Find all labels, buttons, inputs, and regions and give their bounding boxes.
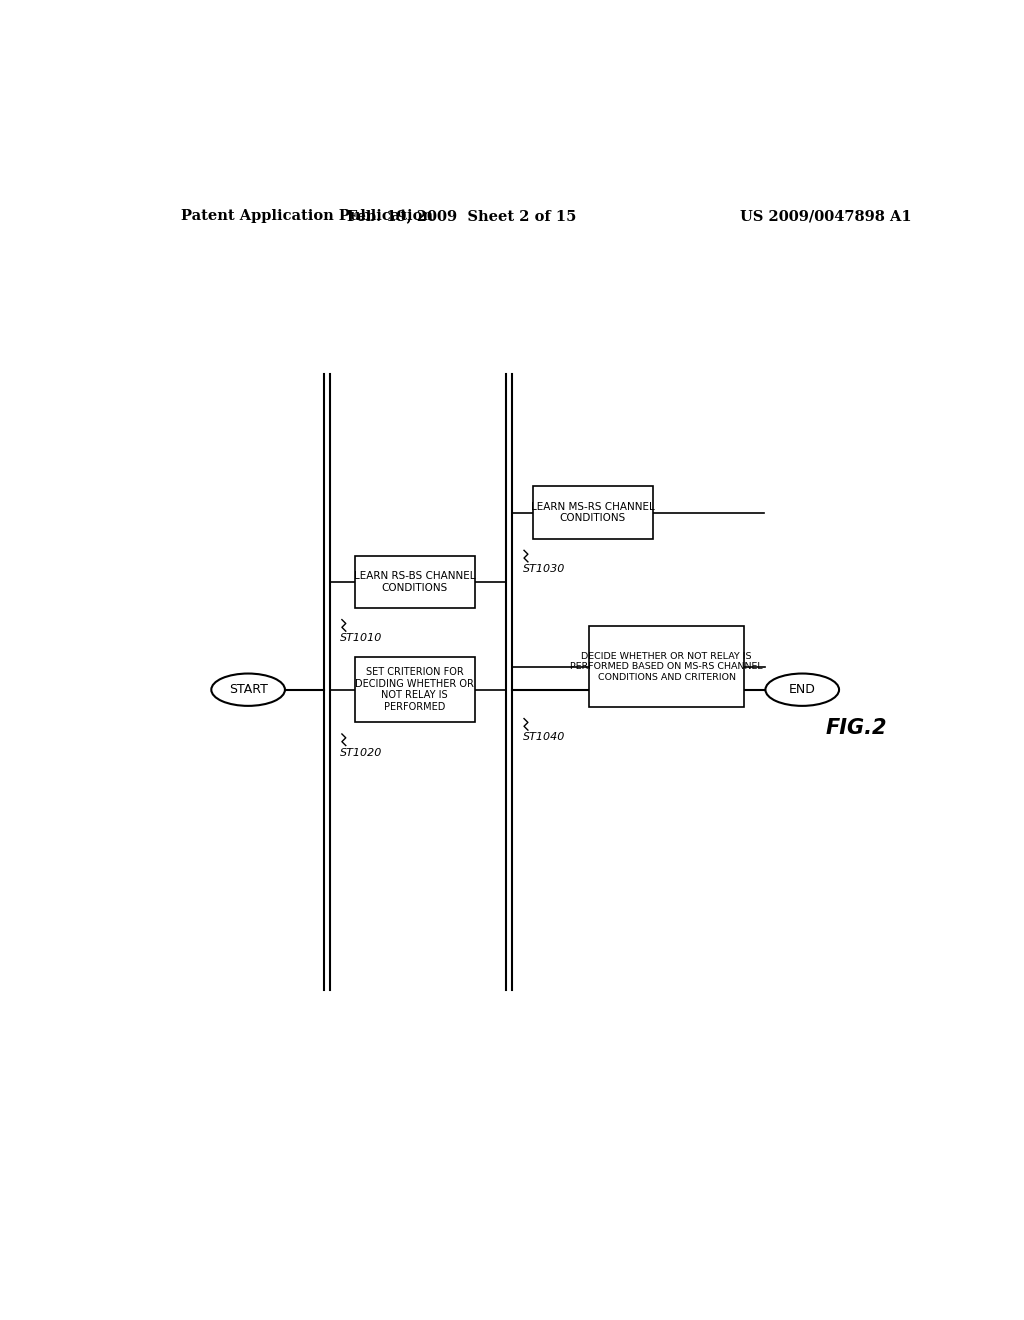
Text: ST1010: ST1010 xyxy=(340,634,383,643)
FancyBboxPatch shape xyxy=(589,626,744,708)
Text: Patent Application Publication: Patent Application Publication xyxy=(180,209,433,223)
FancyBboxPatch shape xyxy=(532,487,653,539)
Text: END: END xyxy=(788,684,816,696)
Text: ST1030: ST1030 xyxy=(522,564,565,574)
Ellipse shape xyxy=(211,673,285,706)
Text: ST1040: ST1040 xyxy=(522,733,565,742)
Text: Feb. 19, 2009  Sheet 2 of 15: Feb. 19, 2009 Sheet 2 of 15 xyxy=(346,209,575,223)
Text: FIG.2: FIG.2 xyxy=(825,718,887,738)
Text: SET CRITERION FOR
DECIDING WHETHER OR
NOT RELAY IS
PERFORMED: SET CRITERION FOR DECIDING WHETHER OR NO… xyxy=(355,668,474,711)
FancyBboxPatch shape xyxy=(354,556,475,609)
Text: START: START xyxy=(228,684,267,696)
Ellipse shape xyxy=(765,673,839,706)
Text: LEARN MS-RS CHANNEL
CONDITIONS: LEARN MS-RS CHANNEL CONDITIONS xyxy=(531,502,655,524)
Text: US 2009/0047898 A1: US 2009/0047898 A1 xyxy=(740,209,912,223)
Text: LEARN RS-BS CHANNEL
CONDITIONS: LEARN RS-BS CHANNEL CONDITIONS xyxy=(354,572,475,593)
Text: DECIDE WHETHER OR NOT RELAY IS
PERFORMED BASED ON MS-RS CHANNEL
CONDITIONS AND C: DECIDE WHETHER OR NOT RELAY IS PERFORMED… xyxy=(570,652,763,681)
FancyBboxPatch shape xyxy=(354,657,475,722)
Text: ST1020: ST1020 xyxy=(340,748,383,758)
